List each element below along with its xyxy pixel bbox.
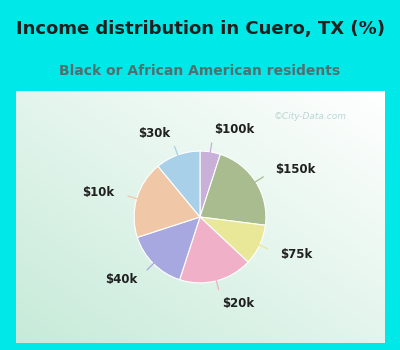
Wedge shape [200, 217, 265, 262]
Wedge shape [134, 166, 200, 237]
Wedge shape [200, 151, 220, 217]
Text: Black or African American residents: Black or African American residents [60, 64, 340, 78]
Wedge shape [137, 217, 200, 280]
Text: $10k: $10k [82, 186, 114, 199]
Wedge shape [200, 154, 266, 225]
Wedge shape [158, 151, 200, 217]
Text: $40k: $40k [105, 273, 137, 286]
Text: $150k: $150k [275, 163, 316, 176]
Text: $30k: $30k [138, 127, 170, 140]
Text: $100k: $100k [214, 122, 254, 135]
Text: $75k: $75k [280, 248, 313, 261]
Text: ©City-Data.com: ©City-Data.com [274, 112, 347, 121]
Wedge shape [180, 217, 248, 283]
Text: $20k: $20k [222, 297, 254, 310]
Text: Income distribution in Cuero, TX (%): Income distribution in Cuero, TX (%) [16, 20, 384, 38]
